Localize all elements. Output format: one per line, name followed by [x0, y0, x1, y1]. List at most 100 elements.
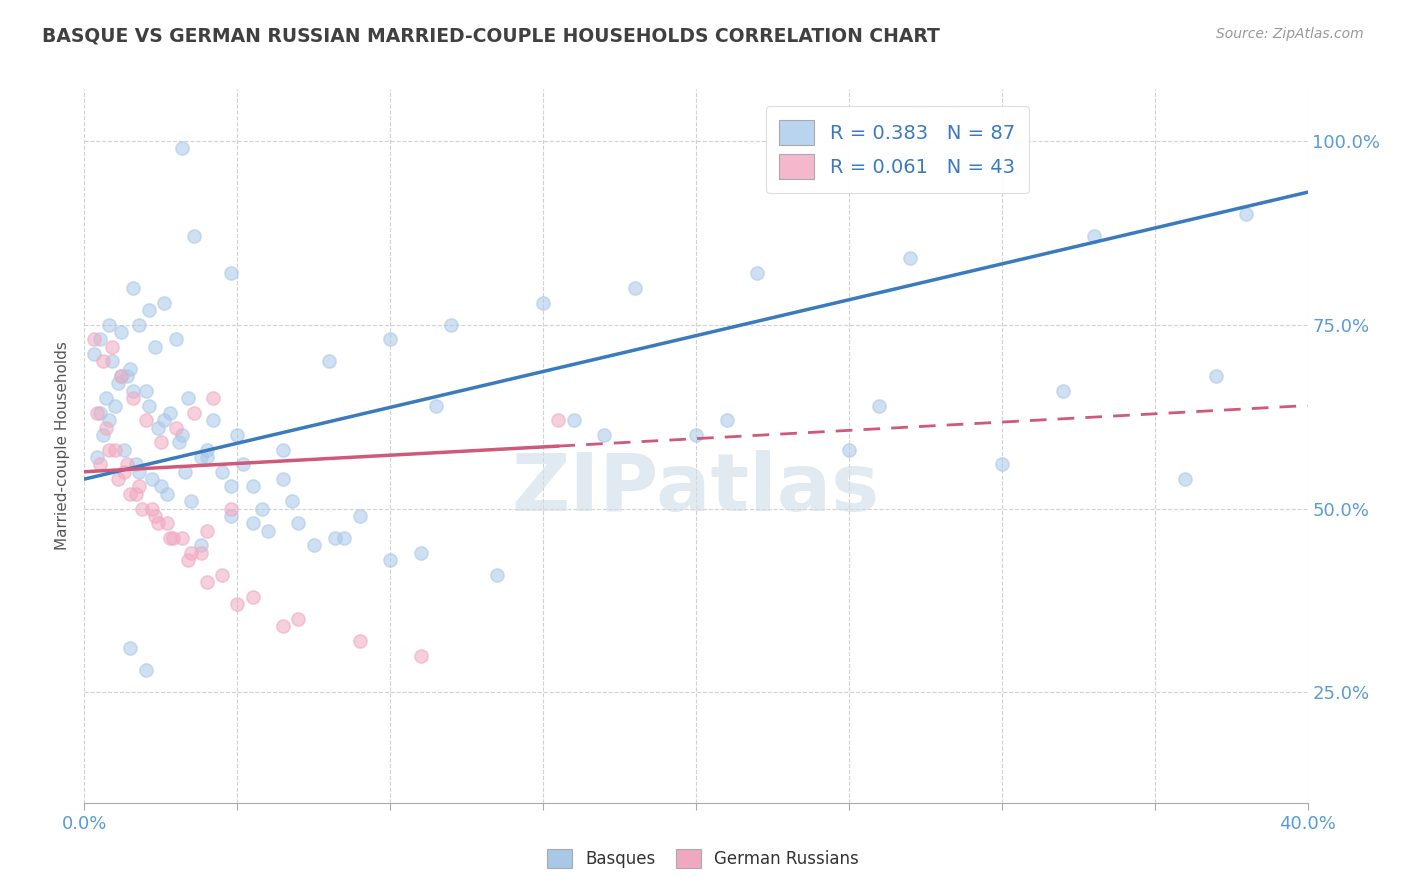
- Point: [91, 354, 114, 368]
- Point: [211, 567, 233, 582]
- Point: [211, 465, 233, 479]
- Point: [167, 435, 190, 450]
- Point: [1205, 369, 1227, 384]
- Point: [195, 442, 218, 457]
- Point: [838, 442, 860, 457]
- Point: [128, 465, 150, 479]
- Point: [190, 450, 212, 464]
- Point: [131, 501, 153, 516]
- Point: [104, 442, 127, 457]
- Point: [143, 508, 166, 523]
- Point: [201, 391, 224, 405]
- Point: [180, 494, 202, 508]
- Point: [593, 428, 616, 442]
- Point: [271, 472, 294, 486]
- Point: [177, 553, 200, 567]
- Point: [547, 413, 569, 427]
- Point: [226, 597, 249, 611]
- Point: [165, 420, 187, 434]
- Point: [190, 538, 212, 552]
- Point: [135, 413, 157, 427]
- Point: [271, 619, 294, 633]
- Point: [624, 281, 647, 295]
- Point: [201, 413, 224, 427]
- Point: [146, 516, 169, 531]
- Point: [156, 516, 179, 531]
- Point: [1174, 472, 1197, 486]
- Point: [219, 508, 242, 523]
- Point: [120, 641, 142, 656]
- Point: [409, 546, 432, 560]
- Point: [149, 435, 172, 450]
- Point: [141, 501, 163, 516]
- Point: [89, 332, 111, 346]
- Point: [101, 354, 124, 368]
- Point: [172, 428, 194, 442]
- Point: [1052, 384, 1074, 398]
- Point: [153, 295, 176, 310]
- Point: [135, 384, 157, 398]
- Point: [165, 332, 187, 346]
- Point: [141, 472, 163, 486]
- Point: [271, 442, 294, 457]
- Point: [869, 399, 891, 413]
- Point: [425, 399, 447, 413]
- Point: [135, 664, 157, 678]
- Point: [287, 516, 309, 531]
- Point: [562, 413, 585, 427]
- Point: [112, 465, 135, 479]
- Point: [380, 553, 402, 567]
- Point: [146, 420, 169, 434]
- Y-axis label: Married-couple Households: Married-couple Households: [55, 342, 70, 550]
- Point: [120, 361, 142, 376]
- Point: [183, 229, 205, 244]
- Point: [115, 369, 138, 384]
- Point: [153, 413, 176, 427]
- Point: [333, 531, 356, 545]
- Point: [180, 546, 202, 560]
- Point: [195, 450, 218, 464]
- Point: [172, 531, 194, 545]
- Point: [101, 340, 124, 354]
- Point: [380, 332, 402, 346]
- Point: [219, 479, 242, 493]
- Point: [143, 340, 166, 354]
- Point: [97, 413, 120, 427]
- Point: [97, 318, 120, 332]
- Point: [242, 590, 264, 604]
- Point: [162, 531, 184, 545]
- Point: [219, 266, 242, 280]
- Point: [440, 318, 463, 332]
- Point: [122, 384, 145, 398]
- Point: [302, 538, 325, 552]
- Text: BASQUE VS GERMAN RUSSIAN MARRIED-COUPLE HOUSEHOLDS CORRELATION CHART: BASQUE VS GERMAN RUSSIAN MARRIED-COUPLE …: [42, 27, 941, 45]
- Point: [128, 318, 150, 332]
- Text: ZIPatlas: ZIPatlas: [512, 450, 880, 528]
- Point: [747, 266, 769, 280]
- Point: [91, 428, 114, 442]
- Point: [281, 494, 304, 508]
- Point: [257, 524, 280, 538]
- Point: [112, 442, 135, 457]
- Point: [107, 376, 129, 391]
- Point: [122, 281, 145, 295]
- Point: [1083, 229, 1105, 244]
- Point: [104, 399, 127, 413]
- Point: [159, 531, 181, 545]
- Point: [172, 141, 194, 155]
- Point: [232, 458, 254, 472]
- Point: [138, 302, 160, 317]
- Point: [716, 413, 738, 427]
- Point: [110, 369, 132, 384]
- Point: [177, 391, 200, 405]
- Point: [149, 479, 172, 493]
- Text: Source: ZipAtlas.com: Source: ZipAtlas.com: [1216, 27, 1364, 41]
- Point: [195, 524, 218, 538]
- Point: [89, 406, 111, 420]
- Point: [898, 252, 921, 266]
- Point: [287, 612, 309, 626]
- Point: [97, 442, 120, 457]
- Point: [120, 487, 142, 501]
- Point: [349, 508, 371, 523]
- Point: [86, 406, 108, 420]
